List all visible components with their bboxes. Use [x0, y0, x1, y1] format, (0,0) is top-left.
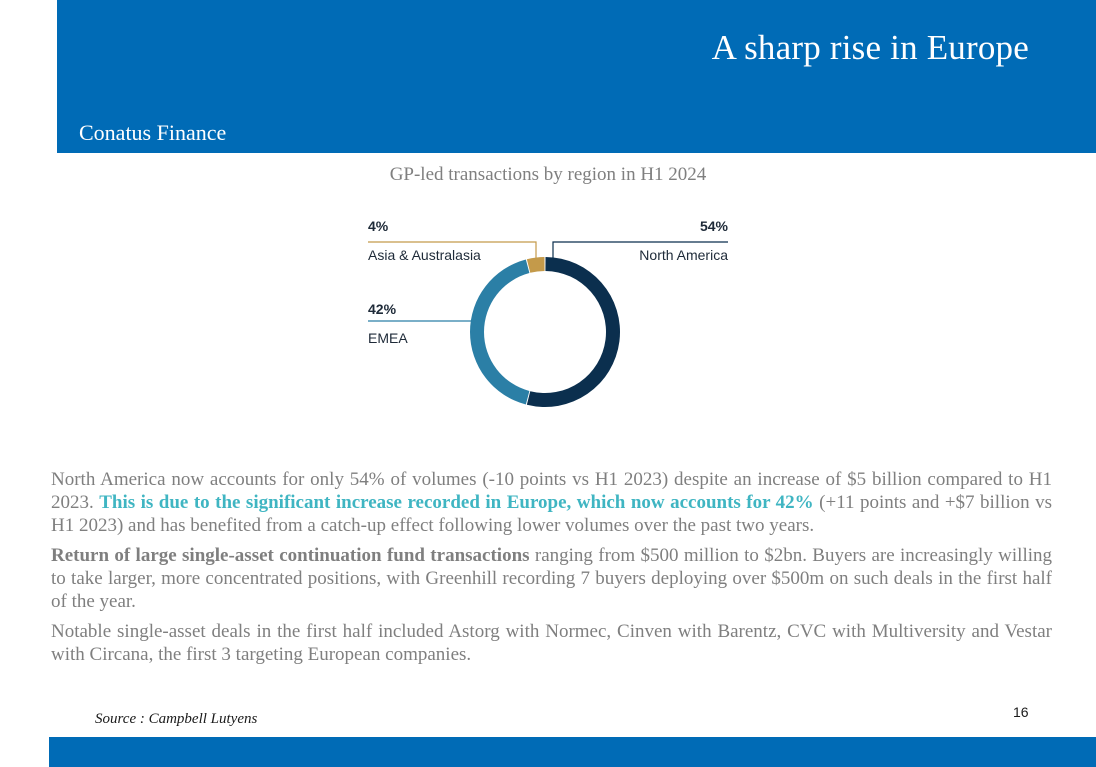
donut-slice-asia-australasia — [526, 257, 545, 273]
source-note: Source : Campbell Lutyens — [95, 711, 258, 727]
label-pct-emea: 42% — [368, 301, 397, 317]
paragraph-single-asset: Return of large single-asset continuatio… — [51, 544, 1052, 613]
paragraph-notable-deals: Notable single-asset deals in the first … — [51, 621, 1052, 665]
donut-chart: 54% North America 4% Asia & Australasia … — [368, 218, 729, 407]
footer-bar — [49, 737, 1096, 767]
body-text: North America now accounts for only 54% … — [51, 468, 1052, 673]
label-name-emea: EMEA — [368, 330, 408, 346]
label-pct-north-america: 54% — [700, 218, 729, 234]
paragraph-north-america: North America now accounts for only 54% … — [51, 468, 1052, 537]
text-segment: (+11 points and +$7 billion vs H1 2023) … — [51, 492, 1053, 536]
brand-name: Conatus Finance — [79, 120, 227, 145]
text-segment: North America now accounts for only 54% … — [51, 469, 1052, 513]
text-segment: ranging from $500 million to $2bn. Buyer… — [51, 545, 1052, 612]
highlight-europe: This is due to the significant increase … — [99, 492, 814, 513]
slide-title: A sharp rise in Europe — [711, 28, 1029, 67]
header-bar: A sharp rise in Europe Conatus Finance — [57, 0, 1096, 153]
leader-line-asia-australasia — [368, 241, 537, 258]
label-name-asia-australasia: Asia & Australasia — [368, 247, 481, 263]
leader-line-north-america — [552, 241, 728, 258]
donut-slice-north-america — [526, 257, 621, 407]
label-pct-asia-australasia: 4% — [368, 218, 389, 234]
chart-title: GP-led transactions by region in H1 2024 — [389, 164, 707, 185]
page-number: 16 — [1013, 704, 1029, 720]
donut-slices — [470, 257, 621, 407]
donut-slice-emea — [470, 259, 530, 405]
bold-lead: Return of large single-asset continuatio… — [51, 545, 530, 566]
label-name-north-america: North America — [639, 247, 728, 263]
